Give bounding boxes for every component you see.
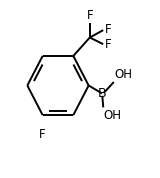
Text: B: B [98,87,106,100]
Text: F: F [104,38,111,51]
Text: OH: OH [104,109,122,122]
Text: F: F [104,23,111,36]
Text: F: F [87,9,93,22]
Text: F: F [39,128,45,141]
Text: OH: OH [114,68,132,81]
